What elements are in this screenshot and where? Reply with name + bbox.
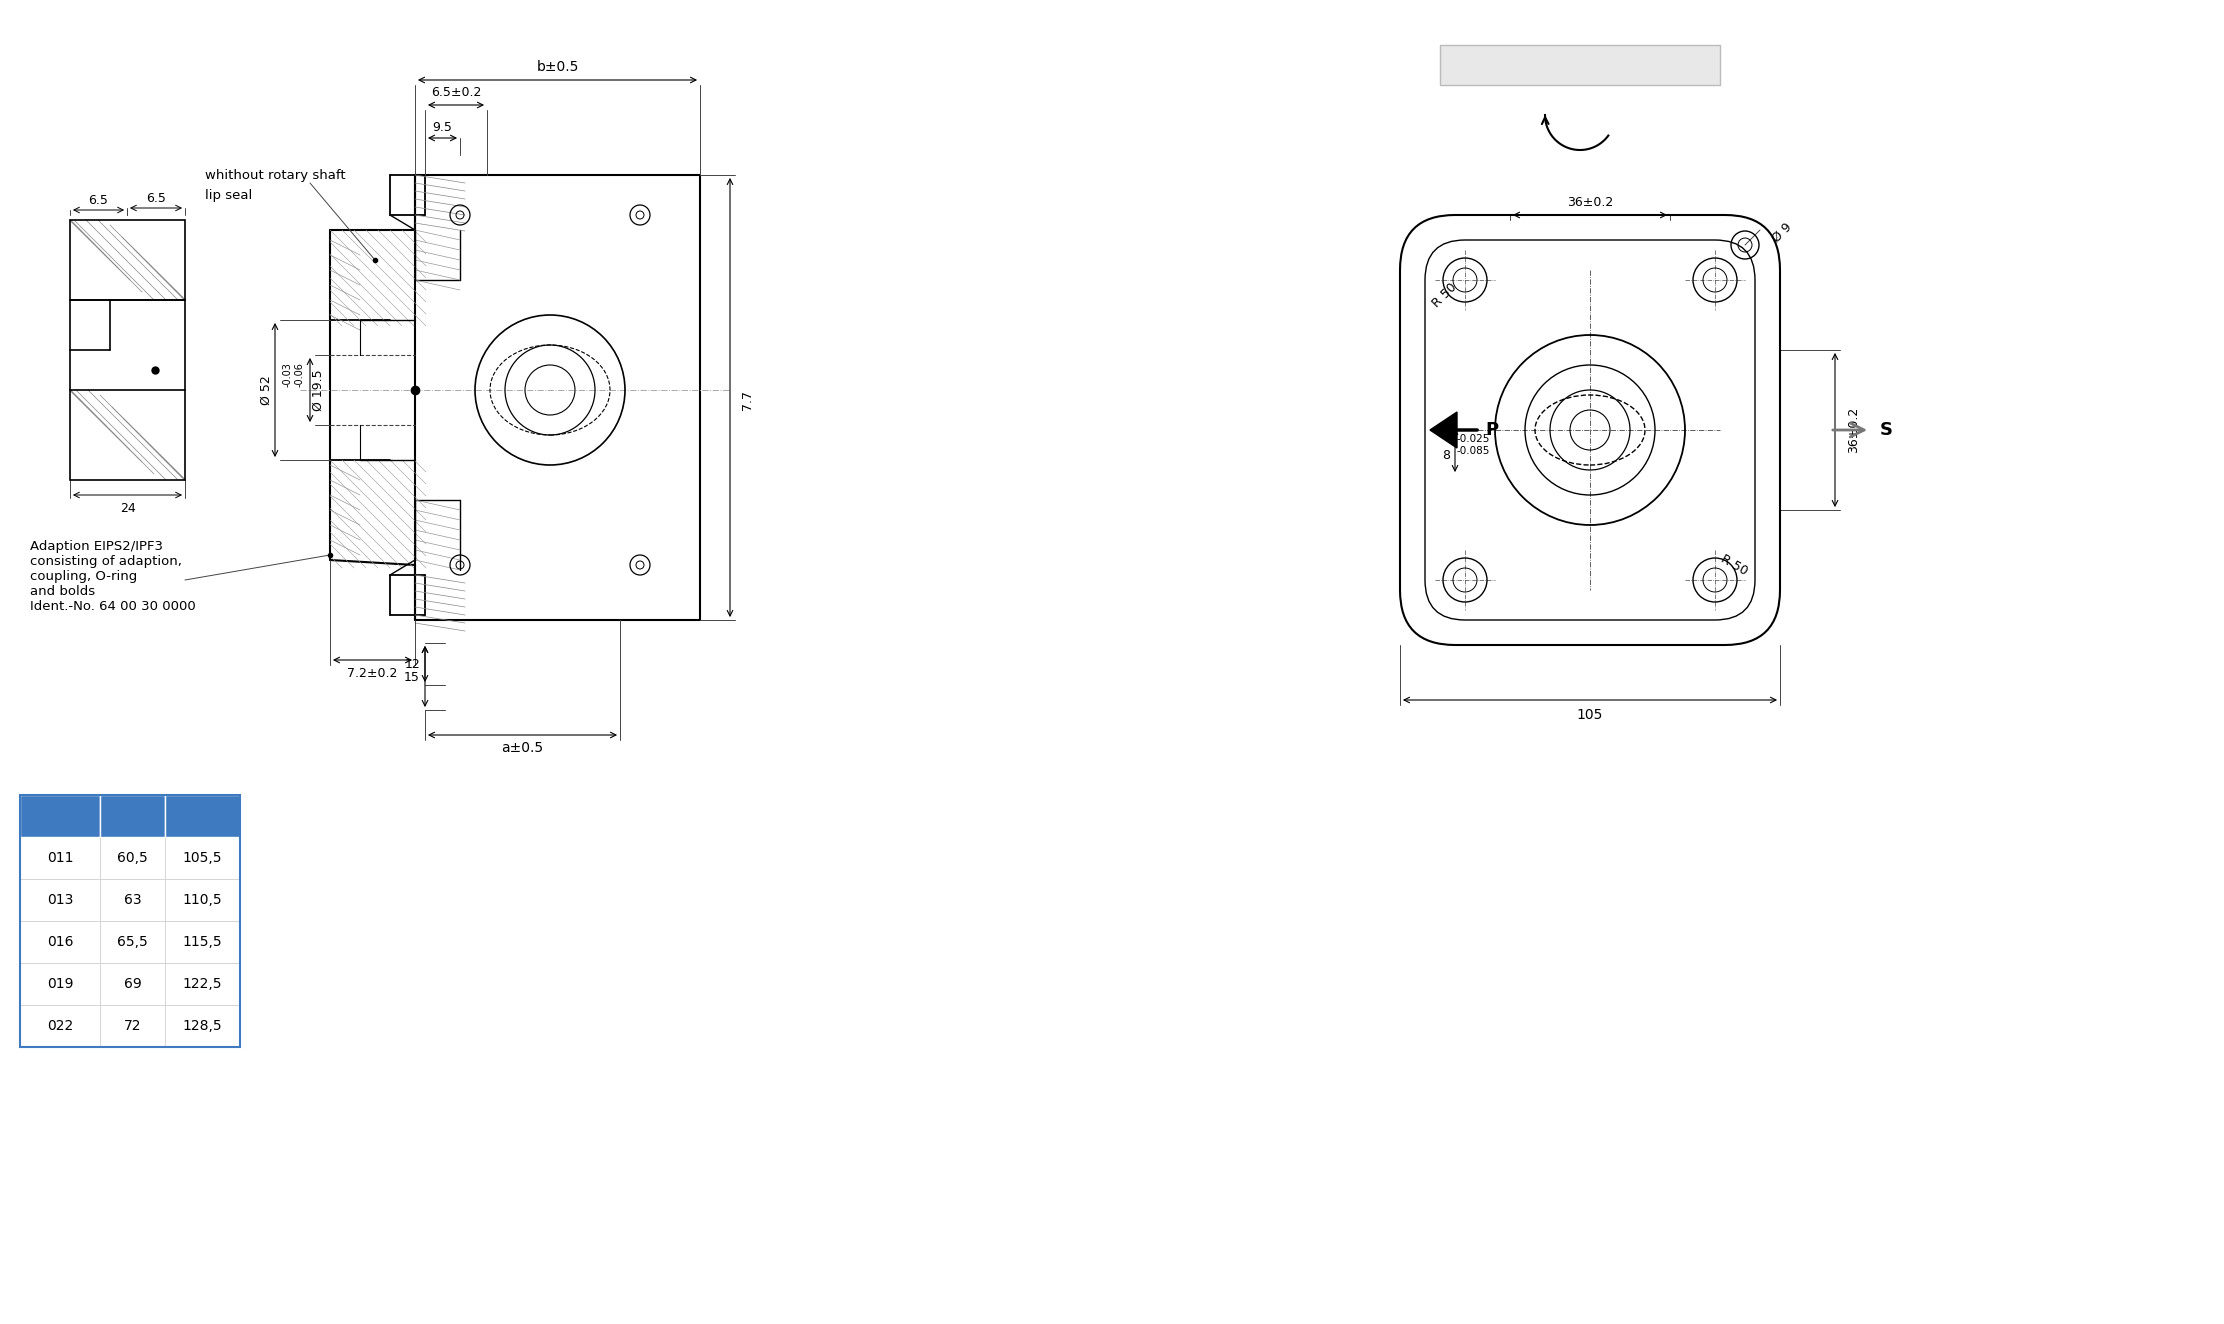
Text: 69: 69 [125,977,142,990]
Text: 24: 24 [120,502,136,515]
Bar [20,922,100,963]
Bar [100,1005,165,1047]
Bar [20,1005,100,1047]
Bar [100,879,165,922]
Text: 6.5±0.2: 6.5±0.2 [431,86,480,98]
Bar [100,794,165,837]
Bar [165,794,240,837]
Text: 128,5: 128,5 [182,1019,222,1033]
Bar [165,922,240,963]
Bar [20,879,100,922]
Bar [20,837,100,879]
Text: Size: Size [42,809,78,824]
Text: 65,5: 65,5 [118,935,147,949]
Text: 105: 105 [1577,708,1604,722]
Bar [20,794,100,837]
Bar [100,963,165,1005]
Text: rotation direction: rotation direction [1517,57,1644,73]
Bar [100,837,165,879]
Polygon shape [1430,412,1457,448]
Bar [20,794,240,1047]
Text: 9.5: 9.5 [431,120,451,134]
Text: 022: 022 [47,1019,73,1033]
Text: 60,5: 60,5 [118,851,147,865]
Text: S: S [1879,421,1893,440]
Text: 011: 011 [47,851,73,865]
Text: Ø 52: Ø 52 [260,375,274,405]
Text: a: a [127,809,138,824]
Text: Ø 19.5: Ø 19.5 [311,369,325,410]
Text: a±0.5: a±0.5 [500,741,543,755]
Text: b: b [198,809,207,824]
Text: 7.2±0.2: 7.2±0.2 [347,666,398,679]
Text: lip seal: lip seal [205,188,251,201]
Bar [100,922,165,963]
Bar [69,220,185,301]
Text: 6.5: 6.5 [89,193,109,207]
Bar [165,1005,240,1047]
Text: 7.7: 7.7 [741,391,754,410]
Text: 12: 12 [405,658,420,670]
Bar [165,837,240,879]
Bar [165,879,240,922]
Text: 013: 013 [47,892,73,907]
Text: b±0.5: b±0.5 [536,60,578,74]
Bar [165,963,240,1005]
Text: -0.03
-0.06: -0.03 -0.06 [282,363,305,388]
Bar [20,963,100,1005]
Text: 019: 019 [47,977,73,990]
Bar [69,391,185,481]
Text: 72: 72 [125,1019,142,1033]
Text: -0.025
-0.085: -0.025 -0.085 [1457,434,1490,455]
Text: R 50: R 50 [1719,552,1750,577]
Text: whithout rotary shaft: whithout rotary shaft [205,168,345,181]
Text: 36±0.2: 36±0.2 [1846,406,1859,453]
Text: 6.5: 6.5 [147,192,167,204]
Text: P: P [1486,421,1499,440]
Text: Ø 9: Ø 9 [1770,221,1795,245]
Text: 115,5: 115,5 [182,935,222,949]
Text: 63: 63 [125,892,142,907]
Text: 8: 8 [1441,449,1450,462]
Text: 36±0.2: 36±0.2 [1568,196,1612,208]
Text: 122,5: 122,5 [182,977,222,990]
Text: R 50: R 50 [1430,281,1459,310]
Text: 105,5: 105,5 [182,851,222,865]
Bar [1439,45,1719,85]
Text: 016: 016 [47,935,73,949]
Text: 110,5: 110,5 [182,892,222,907]
Text: 15: 15 [405,670,420,683]
Text: Adaption EIPS2/IPF3
consisting of adaption,
coupling, O-ring
and bolds
Ident.-No: Adaption EIPS2/IPF3 consisting of adapti… [29,540,196,613]
